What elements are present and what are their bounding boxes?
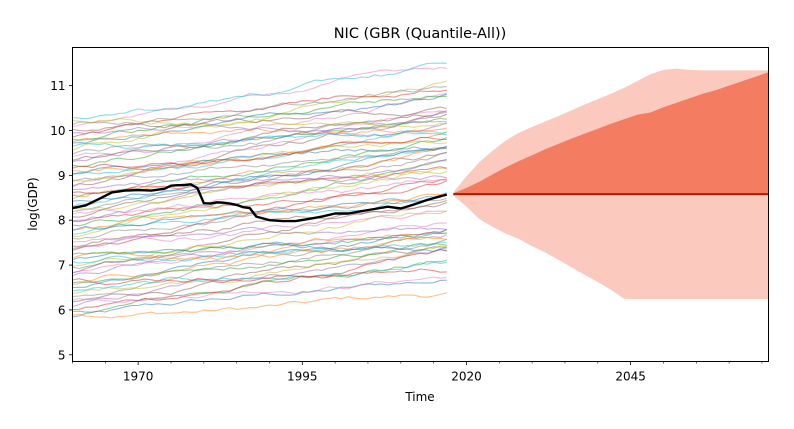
background-series-line [72,62,447,120]
background-series-line [72,276,447,303]
background-series-line [72,158,447,227]
y-tick-label: 7 [58,259,66,273]
background-series-line [72,92,447,158]
y-tick-label: 11 [50,79,65,93]
y-tick-label: 9 [58,169,66,183]
x-tick-label: 1995 [287,370,318,384]
background-series-line [72,242,447,284]
background-series-line [72,197,447,240]
background-series-line [72,175,447,190]
background-series-line [72,210,447,267]
background-series-line [72,199,447,274]
background-series-line [72,179,447,215]
background-series-line [72,122,447,138]
background-series-line [72,93,447,144]
y-axis-ticks: 5 6 7 8 9 10 11 [50,79,73,362]
x-tick-label: 2045 [615,370,646,384]
background-series-line [72,145,447,202]
background-series-line [72,80,447,151]
y-tick-label: 6 [58,303,66,317]
background-series-line [72,192,447,232]
y-axis-label: log(GDP) [26,177,40,230]
highlight-series-group [72,183,448,223]
forecast-inner-band [453,72,769,195]
background-series-line [72,95,447,141]
background-series-group [72,62,448,319]
background-series-line [72,118,447,128]
background-series-line [72,167,447,237]
background-series-line [72,261,447,292]
y-tick-label: 8 [58,214,66,228]
forecast-group [453,68,769,300]
x-tick-label: 1970 [123,370,154,384]
background-series-line [72,127,447,143]
chart-title: NIC (GBR (Quantile-All)) [334,26,507,42]
background-series-line [72,241,447,264]
background-series-line [72,236,447,261]
background-series-line [72,193,447,230]
background-series-line [72,140,447,182]
background-series-line [72,245,447,295]
y-tick-label: 5 [58,348,66,362]
background-series-line [72,136,448,197]
background-series-line [72,151,447,213]
background-series-line [72,106,447,132]
background-series-line [72,136,447,169]
background-series-line [72,146,447,182]
highlight-series-line [72,183,448,223]
background-series-line [72,129,447,149]
x-axis-label: Time [404,390,434,404]
background-series-line [72,86,447,126]
background-series-line [72,232,447,255]
background-series-line [72,120,447,155]
x-axis-ticks: 1970 1995 2020 2045 [72,361,763,384]
background-series-line [72,178,447,223]
background-series-line [72,166,447,194]
x-tick-label: 2020 [451,370,482,384]
background-series-line [72,231,447,286]
background-series-line [72,117,447,169]
background-series-line [72,268,447,286]
background-series-line [72,241,447,261]
background-series-line [72,279,447,318]
background-series-line [72,210,447,243]
background-series-line [72,113,447,161]
background-series-line [72,170,447,211]
plot-frame [72,47,769,362]
background-series-line [72,292,447,319]
y-tick-label: 10 [50,124,65,138]
background-series-line [72,131,447,173]
